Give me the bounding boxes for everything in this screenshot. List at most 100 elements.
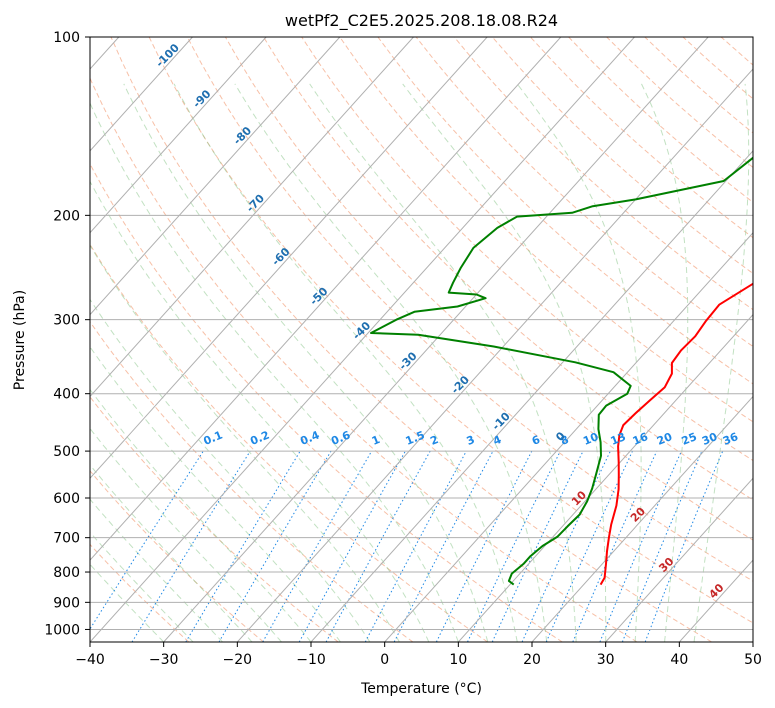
dry-adiabat <box>530 37 753 239</box>
dry-adiabat <box>453 37 753 311</box>
dry-adiabat <box>90 243 488 642</box>
isotherm <box>90 37 341 316</box>
x-tick-label: 10 <box>449 652 467 668</box>
isotherm <box>457 313 753 642</box>
moist-adiabat <box>90 298 371 642</box>
y-tick-label: 600 <box>53 491 80 507</box>
isotherm <box>90 37 267 234</box>
isotherm <box>605 477 753 642</box>
dry-adiabat <box>720 37 753 66</box>
dry-adiabat <box>568 37 753 203</box>
dry-adiabat <box>110 37 712 642</box>
moist-adiabat <box>90 388 312 642</box>
mixing-ratio-line <box>131 450 251 642</box>
x-tick-label: 20 <box>523 652 541 668</box>
dry-adiabat <box>90 320 414 642</box>
moist-adiabat <box>123 83 489 642</box>
isotherm-label: -20 <box>449 373 472 396</box>
mixing-ratio-label: 20 <box>655 430 674 448</box>
inner-labels: 0.1 0.2 0.4 0.6 1 1.5 2 3 4 6 8 10 13 16 20 25 30 36-100-… <box>153 41 740 601</box>
isotherm-label: -60 <box>269 245 292 268</box>
x-tick-label: −40 <box>75 652 105 668</box>
axis-ticks: −40 −30 −20 −10 0 10 20 30 40 5010020030040050060… <box>44 30 762 668</box>
dewpoint-profile-line <box>370 156 753 586</box>
mixing-ratio-line <box>298 450 406 642</box>
mixing-ratio-line <box>491 450 584 642</box>
moist-adiabat <box>90 346 341 642</box>
mixing-ratio-line <box>262 450 373 642</box>
isotherm-label: -100 <box>153 41 182 70</box>
mixing-ratio-label: 1.5 <box>404 429 427 448</box>
moist-adiabat <box>90 244 400 642</box>
moist-adiabat <box>90 180 430 642</box>
isotherm <box>678 559 753 642</box>
isotherm <box>531 395 753 642</box>
isotherm-label: 20 <box>628 504 648 524</box>
y-tick-label: 1000 <box>44 622 80 638</box>
moist-adiabat <box>173 83 518 642</box>
isotherm <box>90 37 414 398</box>
isotherm <box>90 37 488 480</box>
isotherm-label: -50 <box>307 285 330 308</box>
x-tick-label: −20 <box>223 652 253 668</box>
chart-title: wetPf2_C2E5.2025.208.18.08.R24 <box>285 11 558 31</box>
profile-lines <box>370 156 753 586</box>
moist-adiabat <box>234 83 548 642</box>
mixing-ratio-line <box>185 450 301 642</box>
moist-adiabat <box>90 101 459 642</box>
background-lines <box>90 37 753 642</box>
y-tick-label: 700 <box>53 531 80 547</box>
mixing-ratio-line <box>467 450 561 642</box>
mixing-ratio-line <box>435 450 533 642</box>
mixing-ratio-label: 16 <box>631 430 650 448</box>
mixing-ratio-label: 36 <box>721 430 740 448</box>
dry-adiabat <box>644 37 753 134</box>
isotherm-label: 40 <box>706 581 726 601</box>
mixing-ratio-label: 25 <box>680 430 699 448</box>
mixing-ratio-label: 10 <box>581 430 600 448</box>
plot-frame <box>89 36 754 643</box>
x-tick-label: −10 <box>296 652 326 668</box>
dry-adiabat <box>224 37 753 541</box>
mixing-ratio-label: 3 <box>465 433 477 448</box>
isotherm <box>90 37 635 642</box>
y-tick-label: 800 <box>53 565 80 581</box>
mixing-ratio-line <box>521 450 611 642</box>
y-tick-label: 400 <box>53 387 80 403</box>
mixing-ratio-label: 4 <box>491 433 503 448</box>
dry-adiabat <box>263 37 753 501</box>
dry-adiabat <box>301 37 753 462</box>
isotherm <box>752 641 753 642</box>
isotherm <box>163 37 709 642</box>
isotherm <box>310 150 753 642</box>
mixing-ratio-line <box>644 450 724 642</box>
mixing-ratio-line <box>572 450 658 642</box>
dry-adiabat <box>90 396 339 642</box>
mixing-ratio-label: 30 <box>700 430 719 448</box>
y-tick-label: 100 <box>53 30 80 46</box>
x-axis-label: Temperature (°C) <box>360 681 482 697</box>
moist-adiabat <box>309 83 577 642</box>
y-tick-label: 300 <box>53 313 80 329</box>
dry-adiabat <box>415 37 753 348</box>
moist-adiabat <box>693 83 750 642</box>
moist-adiabat <box>641 83 689 642</box>
mixing-ratio-label: 1 <box>370 433 382 448</box>
dry-adiabat <box>682 37 753 100</box>
mixing-ratio-line <box>545 450 633 642</box>
x-tick-label: 50 <box>744 652 762 668</box>
y-tick-label: 900 <box>53 595 80 611</box>
moist-adiabat <box>402 83 607 642</box>
mixing-ratio-label: 13 <box>609 430 628 448</box>
x-tick-label: 40 <box>670 652 688 668</box>
moist-adiabat <box>90 464 253 642</box>
y-tick-label: 200 <box>53 208 80 224</box>
dry-adiabat <box>377 37 753 385</box>
isotherm-label: -90 <box>190 87 213 110</box>
mixing-ratio-label: 0.4 <box>298 428 321 447</box>
grid-lines <box>90 37 753 642</box>
mixing-ratio-label: 0.1 <box>202 429 225 448</box>
isotherm <box>384 231 753 642</box>
isotherm-label: -70 <box>244 191 267 214</box>
